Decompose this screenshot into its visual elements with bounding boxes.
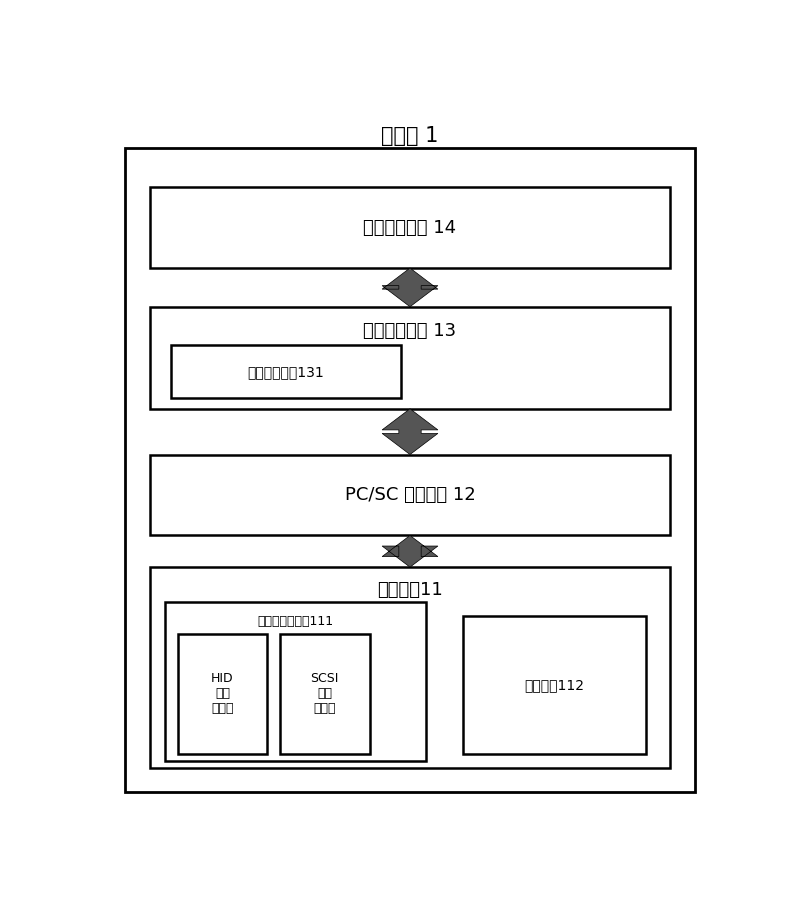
FancyBboxPatch shape	[150, 187, 670, 268]
FancyBboxPatch shape	[462, 616, 646, 754]
FancyBboxPatch shape	[165, 602, 426, 760]
Text: 应用程序模块 14: 应用程序模块 14	[363, 218, 457, 237]
Text: 伺服模块11: 伺服模块11	[377, 581, 443, 600]
FancyBboxPatch shape	[178, 634, 267, 754]
FancyBboxPatch shape	[150, 454, 670, 536]
FancyBboxPatch shape	[280, 634, 370, 754]
Text: PC/SC 驱动模块 12: PC/SC 驱动模块 12	[345, 486, 475, 504]
Text: 设备管理模块 13: 设备管理模块 13	[363, 323, 457, 340]
Text: 缓冲存储单元131: 缓冲存储单元131	[248, 365, 324, 378]
FancyBboxPatch shape	[150, 307, 670, 409]
Text: 伺服函数库单元111: 伺服函数库单元111	[258, 615, 334, 628]
Text: 监控单元112: 监控单元112	[524, 678, 584, 692]
Text: SCSI
协议
处理区: SCSI 协议 处理区	[310, 673, 339, 716]
Polygon shape	[382, 268, 438, 307]
FancyBboxPatch shape	[125, 148, 695, 792]
Text: HID
协议
处理区: HID 协议 处理区	[211, 673, 234, 716]
FancyBboxPatch shape	[171, 345, 401, 399]
Polygon shape	[382, 409, 438, 454]
Polygon shape	[382, 536, 438, 567]
Text: 计算机 1: 计算机 1	[382, 126, 438, 146]
FancyBboxPatch shape	[150, 567, 670, 768]
